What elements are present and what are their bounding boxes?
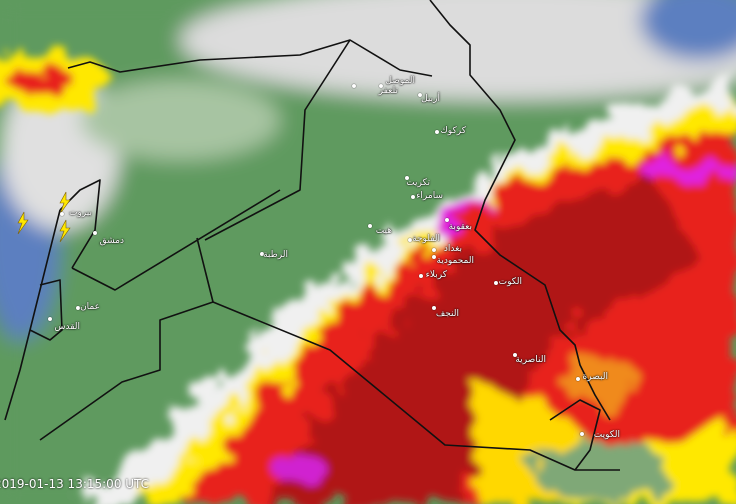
border-palestine (29, 279, 63, 341)
border-syria-jordan (71, 189, 281, 291)
city-dot (432, 255, 436, 259)
city-dot (418, 93, 422, 97)
city-label: تلعفر (378, 86, 398, 96)
city-dot (435, 130, 439, 134)
border-syria-iraq (204, 39, 351, 241)
city-label: الرطبة (263, 250, 288, 260)
city-dot (405, 176, 409, 180)
lightning-icon (17, 211, 29, 235)
city-dot (411, 195, 415, 199)
city-dot (260, 252, 264, 256)
city-dot (576, 377, 580, 381)
city-label: الكويت (593, 430, 620, 440)
border-lebanon (59, 179, 101, 269)
lightning-icon (59, 219, 71, 243)
city-dot (352, 84, 356, 88)
city-dot (379, 84, 383, 88)
city-label: الفلوجة (412, 234, 440, 244)
city-label: بغداد (443, 244, 462, 254)
city-label: كربلاء (425, 270, 447, 280)
border-jordan-iraq (196, 237, 214, 303)
city-dot (580, 432, 584, 436)
border-saudi-jordan (39, 301, 214, 441)
city-label: المحمودية (436, 256, 474, 266)
city-label: كركوك (440, 126, 466, 136)
city-label: دمشق (99, 236, 124, 246)
border-syria-turkey (67, 39, 433, 77)
city-dot (76, 306, 80, 310)
city-label: البصرة (582, 372, 608, 382)
country-borders (4, 0, 620, 471)
timestamp: 2019-01-13 13:15:00 UTC (0, 477, 150, 491)
city-dot (60, 212, 64, 216)
city-label: الكوت (498, 277, 522, 287)
coastline (4, 209, 61, 421)
city-label: تكريت (406, 178, 430, 188)
border-iraq-east (429, 0, 611, 421)
city-dot (48, 317, 52, 321)
city-dot (494, 281, 498, 285)
border-kuwait (549, 399, 601, 471)
city-dot (408, 238, 412, 242)
city-label: سامراء (416, 191, 443, 201)
lightning-markers (17, 191, 71, 243)
city-dot (419, 274, 423, 278)
city-label: بيروت (68, 208, 92, 218)
city-label: الموصل (385, 76, 415, 86)
city-dot (368, 224, 372, 228)
city-dot (513, 353, 517, 357)
city-label: بعقوبة (448, 222, 472, 232)
city-label: الناصرية (515, 355, 546, 365)
city-dot (432, 306, 436, 310)
city-dot (445, 218, 449, 222)
city-label: أربيل (421, 94, 440, 104)
city-dot (93, 231, 97, 235)
city-dot (432, 248, 436, 252)
border-saudi-iraq (212, 301, 620, 471)
city-label: عمان (80, 302, 100, 312)
city-label: النجف (435, 309, 459, 319)
city-label: هيت (375, 226, 392, 236)
city-label: القدس (54, 322, 80, 332)
